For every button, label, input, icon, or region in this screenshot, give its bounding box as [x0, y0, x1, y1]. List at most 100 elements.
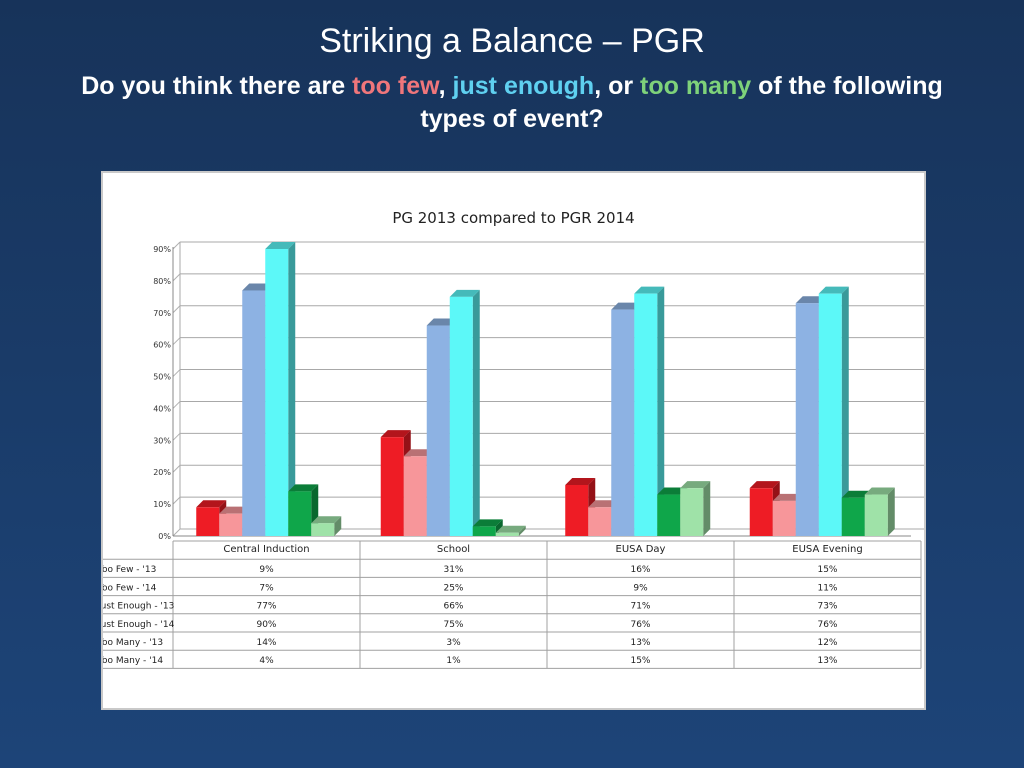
gridline-diag	[172, 305, 181, 314]
gridline-diag	[172, 369, 181, 377]
data-label: 11%	[817, 583, 837, 593]
data-label: 7%	[259, 583, 274, 593]
data-label: 77%	[256, 602, 276, 612]
bar	[288, 491, 312, 536]
category-label: EUSA Evening	[792, 544, 862, 555]
bar-top	[680, 481, 711, 489]
category-label: EUSA Day	[616, 544, 666, 555]
data-label: 13%	[817, 656, 837, 666]
data-label: 71%	[630, 602, 650, 612]
bar-top	[841, 490, 872, 498]
data-label: 16%	[630, 565, 650, 575]
data-label: 9%	[633, 583, 648, 593]
bar-top	[380, 430, 411, 438]
y-tick-label: 0%	[158, 532, 171, 541]
bar	[818, 293, 842, 536]
question-part-1: Do you think there are	[81, 72, 353, 100]
data-label: 1%	[446, 656, 461, 666]
bar-side	[887, 487, 895, 536]
bar	[449, 296, 473, 536]
gridline-diag	[172, 496, 181, 505]
bar-top	[795, 296, 826, 304]
y-tick-label: 50%	[153, 373, 171, 382]
data-label: 31%	[443, 565, 463, 575]
bar-top	[864, 487, 895, 495]
gridline-diag	[172, 432, 181, 441]
y-tick-label: 70%	[153, 309, 171, 318]
bar-top	[449, 289, 480, 297]
slide-title: Striking a Balance – PGR	[319, 22, 705, 60]
data-label: 12%	[817, 638, 837, 648]
bar-top	[772, 493, 803, 501]
question-part-2: of the following types of event?	[420, 72, 943, 133]
data-label: 73%	[817, 602, 837, 612]
bar-top	[426, 318, 457, 326]
data-label: 3%	[446, 638, 461, 648]
bar-side	[841, 286, 849, 536]
bar-top	[634, 286, 665, 294]
legend-label: Too Many - '13	[103, 638, 163, 648]
bar-top	[495, 525, 526, 533]
bar-top	[288, 484, 319, 492]
bar	[565, 484, 589, 536]
question-too-many: too many	[640, 72, 752, 100]
data-label: 25%	[443, 583, 463, 593]
question-sep-2: , or	[594, 72, 641, 100]
bar	[634, 293, 658, 536]
bar-top	[311, 516, 342, 524]
data-label: 9%	[259, 565, 274, 575]
gridline-diag	[172, 337, 181, 346]
bar	[495, 532, 519, 536]
category-label: Central Induction	[223, 544, 309, 555]
bar	[611, 309, 635, 536]
chart-title: PG 2013 compared to PGR 2014	[392, 209, 635, 227]
bar	[657, 494, 681, 536]
bar-top	[588, 500, 619, 508]
bar	[403, 456, 427, 536]
bar	[864, 494, 888, 536]
category-label: School	[437, 544, 470, 555]
gridline-diag	[172, 528, 181, 537]
bar	[196, 507, 220, 536]
y-tick-label: 30%	[153, 436, 171, 445]
bar-top	[611, 302, 642, 310]
bar-side	[288, 242, 296, 536]
bar	[311, 523, 335, 536]
data-label: 4%	[259, 656, 274, 666]
y-tick-label: 90%	[153, 245, 171, 254]
bar	[795, 303, 819, 536]
data-label: 13%	[630, 638, 650, 648]
chart-panel: PG 2013 compared to PGR 2014 0% 10% 20% 30%…	[101, 171, 926, 710]
y-tick-label: 80%	[153, 277, 171, 286]
gridline-diag	[172, 401, 181, 409]
bar-side	[518, 525, 526, 536]
data-label: 14%	[256, 638, 276, 648]
bar-top	[242, 283, 273, 291]
bar-side	[472, 289, 480, 536]
bar	[219, 513, 243, 536]
data-label: 76%	[817, 620, 837, 630]
bar-top	[818, 286, 849, 294]
data-label: 90%	[256, 620, 276, 630]
question-sep-1: ,	[438, 72, 453, 100]
bar-top	[749, 481, 780, 489]
legend-label: Just Enough - '13	[103, 602, 174, 612]
bar-side	[703, 481, 711, 536]
bar-top	[219, 506, 250, 514]
bar	[426, 325, 450, 536]
legend-label: Just Enough - '14	[103, 620, 175, 630]
y-tick-label: 60%	[153, 341, 171, 350]
gridline-diag	[172, 241, 181, 250]
legend-label: Too Few - '14	[103, 583, 157, 593]
gridline-diag	[172, 273, 181, 282]
survey-question: Do you think there are too few, just eno…	[60, 70, 964, 136]
y-tick-label: 40%	[153, 404, 171, 413]
bar	[472, 526, 496, 536]
bar-side	[334, 516, 342, 536]
bar	[749, 488, 773, 536]
data-label: 15%	[630, 656, 650, 666]
question-too-few: too few	[352, 72, 439, 100]
bar	[680, 488, 704, 536]
bar-top	[472, 519, 503, 527]
gridline-diag	[172, 464, 181, 473]
